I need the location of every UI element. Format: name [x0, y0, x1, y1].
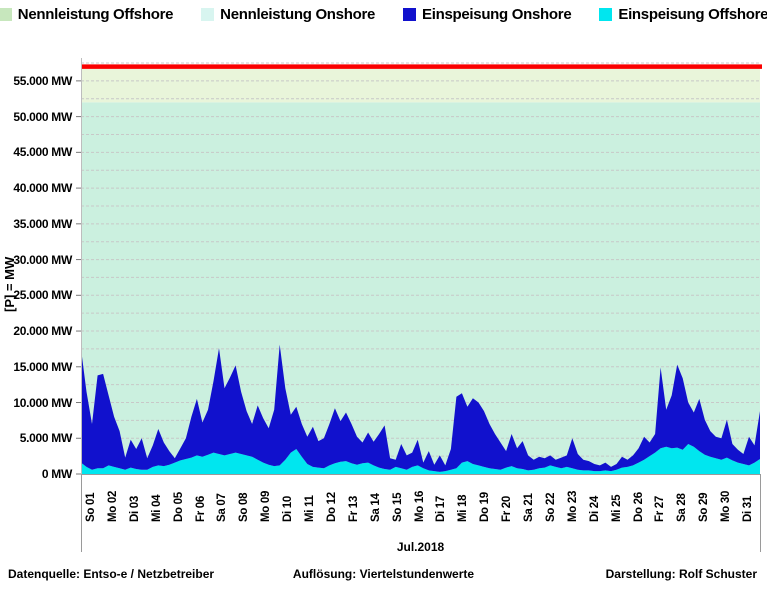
x-axis-tick-label: Mo 23 — [566, 490, 579, 522]
x-axis-tick-label: Do 19 — [479, 492, 492, 522]
y-axis-tick-label: 15.000 MW — [13, 359, 72, 374]
x-axis-tick-label: Sa 28 — [676, 493, 689, 522]
nennleistung-offshore-swatch-icon — [0, 8, 12, 21]
x-axis-tick-label: Di 17 — [435, 496, 448, 522]
legend-label: Nennleistung Onshore — [220, 6, 376, 23]
x-axis-tick-label: Fr 06 — [194, 496, 207, 522]
x-axis-tick-label: Do 12 — [325, 492, 338, 522]
x-axis-tick-label: Mo 09 — [260, 490, 273, 522]
x-axis-tick-label: Mo 30 — [720, 490, 733, 522]
x-axis-tick-label: So 29 — [698, 492, 711, 522]
legend-item-einspeisung-onshore: Einspeisung Onshore — [403, 6, 572, 23]
x-axis-title: Jul.2018 — [396, 540, 445, 554]
legend-item-einspeisung-offshore: Einspeisung Offshore — [599, 6, 767, 23]
einspeisung-offshore-area — [81, 444, 760, 474]
x-axis-tick-label: Fr 27 — [654, 496, 667, 522]
x-axis-tick-label: Mi 25 — [610, 494, 623, 522]
legend-label: Einspeisung Offshore — [618, 6, 767, 23]
x-axis-tick-label: So 22 — [544, 492, 557, 522]
x-axis-tick-label: Sa 07 — [216, 493, 229, 522]
x-axis-tick-label: Fr 20 — [501, 496, 514, 522]
footer-credit: Darstellung: Rolf Schuster — [605, 567, 757, 581]
x-axis-tick-label: So 01 — [85, 492, 97, 522]
x-axis-tick-label: Di 10 — [282, 496, 295, 522]
y-axis-tick-label: 45.000 MW — [13, 145, 72, 160]
y-axis-tick-label: 50.000 MW — [13, 109, 72, 124]
legend-item-nennleistung-offshore: Nennleistung Offshore — [0, 6, 173, 23]
x-axis-tick-label: Do 05 — [172, 492, 185, 522]
y-axis-tick-label: 30.000 MW — [13, 252, 72, 267]
einspeisung-offshore-swatch-icon — [599, 8, 613, 21]
x-axis-tick-label: Di 03 — [128, 496, 141, 522]
x-axis-tick-label: Di 24 — [588, 496, 601, 522]
nennleistung-onshore-swatch-icon — [201, 8, 215, 21]
y-axis-tick-label: 20.000 MW — [13, 324, 72, 339]
y-axis-tick-label: 0 MW — [41, 467, 72, 481]
footer-datasource: Datenquelle: Entso-e / Netzbetreiber — [8, 567, 215, 581]
legend-label: Nennleistung Offshore — [17, 6, 174, 23]
x-axis-tick-label: So 15 — [391, 492, 404, 522]
chart-plot-area — [76, 58, 762, 552]
y-axis-tick-label: 25.000 MW — [13, 288, 72, 303]
y-axis-tick-label: 55.000 MW — [13, 73, 72, 88]
nennleistung-offshore-area — [81, 66, 760, 103]
x-axis-tick-label: Mi 18 — [457, 494, 470, 522]
einspeisung-onshore-area — [81, 344, 760, 472]
x-axis-tick-label: So 08 — [238, 492, 251, 522]
x-axis-tick-label: Sa 21 — [523, 493, 536, 522]
y-axis-tick-label: 5.000 MW — [19, 431, 73, 446]
x-axis-tick-label: Mo 16 — [413, 490, 426, 522]
y-axis-title: [P] = MW — [2, 256, 17, 312]
x-axis-tick-label: Sa 14 — [369, 493, 382, 522]
legend-label: Einspeisung Onshore — [422, 6, 572, 23]
x-axis-tick-label: Do 26 — [632, 492, 645, 522]
y-axis-tick-label: 10.000 MW — [13, 395, 72, 410]
y-axis-tick-label: 40.000 MW — [13, 181, 72, 196]
x-axis-tick-label: Di 31 — [742, 496, 755, 522]
x-axis-tick-label: Mo 02 — [106, 490, 119, 522]
y-axis-tick-label: 35.000 MW — [13, 216, 72, 231]
x-axis-tick-label: Mi 04 — [150, 494, 163, 522]
x-axis-tick-label: Fr 13 — [347, 496, 360, 522]
x-axis-tick-label: Mi 11 — [304, 495, 317, 522]
chart-legend: Nennleistung Offshore Nennleistung Onsho… — [0, 6, 767, 23]
footer-resolution: Auflösung: Viertelstundenwerte — [292, 567, 475, 581]
legend-item-nennleistung-onshore: Nennleistung Onshore — [201, 6, 375, 23]
einspeisung-onshore-swatch-icon — [403, 8, 417, 21]
